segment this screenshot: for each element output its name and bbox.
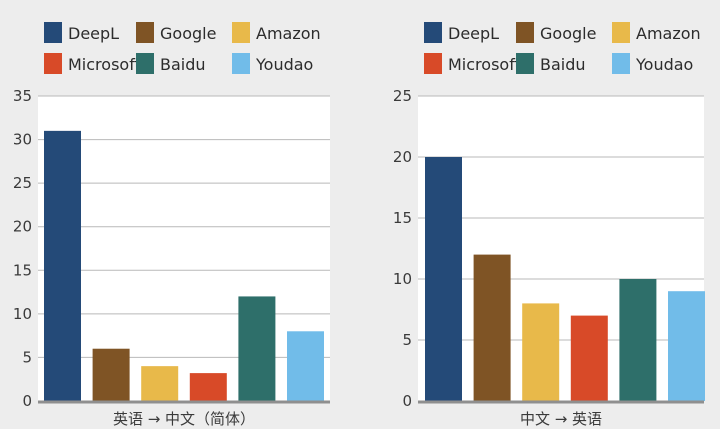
legend-label: Microsoft — [448, 55, 521, 74]
legend-item-google: Google — [516, 22, 596, 43]
bar-google — [92, 348, 130, 401]
legend: DeepL Google Amazon Microsoft Baidu Youdao — [424, 22, 701, 74]
bar-youdao — [287, 331, 324, 401]
bars — [44, 130, 324, 401]
legend-item-deepl: DeepL — [44, 22, 119, 43]
legend-swatch — [612, 53, 630, 74]
legend-item-microsoft: Microsoft — [44, 53, 141, 74]
y-tick-label: 15 — [13, 261, 32, 279]
legend-label: DeepL — [448, 24, 499, 43]
y-tick-label: 35 — [13, 87, 32, 105]
legend-swatch — [424, 53, 442, 74]
legend-swatch — [44, 22, 62, 43]
y-tick-label: 25 — [393, 87, 412, 105]
y-tick-label: 20 — [393, 148, 412, 166]
y-axis: 0 5 10 15 20 25 — [393, 87, 412, 410]
legend-item-deepl: DeepL — [424, 22, 499, 43]
legend-label: Amazon — [636, 24, 701, 43]
y-tick-label: 25 — [13, 174, 32, 192]
bars — [425, 157, 705, 401]
legend-item-baidu: Baidu — [516, 53, 586, 74]
y-tick-label: 30 — [13, 131, 32, 149]
legend-label: Youdao — [255, 55, 313, 74]
legend-swatch — [516, 53, 534, 74]
y-tick-label: 10 — [393, 270, 412, 288]
bar-microsoft — [189, 373, 227, 401]
y-tick-label: 0 — [22, 392, 32, 410]
x-axis-label: 中文 → 英语 — [520, 410, 602, 428]
bar-deepl — [44, 130, 81, 401]
legend: DeepL Google Amazon Microsoft Baidu Youdao — [44, 22, 321, 74]
bar-amazon — [141, 366, 179, 401]
legend-item-youdao: Youdao — [612, 53, 693, 74]
legend-swatch — [232, 53, 250, 74]
gridlines — [38, 95, 330, 358]
y-tick-label: 15 — [393, 209, 412, 227]
legend-item-amazon: Amazon — [232, 22, 321, 43]
plot-area — [38, 96, 330, 401]
bar-deepl — [425, 157, 462, 401]
legend-item-google: Google — [136, 22, 216, 43]
legend-label: DeepL — [68, 24, 119, 43]
bar-baidu — [619, 279, 657, 401]
y-axis: 0 5 10 15 20 25 30 35 — [13, 87, 32, 410]
legend-label: Baidu — [160, 55, 206, 74]
legend-label: Baidu — [540, 55, 586, 74]
chart-english-to-chinese: DeepL Google Amazon Microsoft Baidu Youdao 0 5… — [13, 22, 330, 428]
legend-label: Microsoft — [68, 55, 141, 74]
legend-swatch — [424, 22, 442, 43]
legend-swatch — [612, 22, 630, 43]
legend-label: Youdao — [635, 55, 693, 74]
legend-swatch — [232, 22, 250, 43]
legend-label: Google — [160, 24, 216, 43]
legend-label: Amazon — [256, 24, 321, 43]
legend-item-baidu: Baidu — [136, 53, 206, 74]
x-axis-label: 英语 → 中文（简体） — [113, 410, 255, 428]
legend-swatch — [44, 53, 62, 74]
bar-google — [473, 254, 511, 401]
bar-amazon — [522, 303, 560, 401]
legend-swatch — [516, 22, 534, 43]
y-tick-label: 20 — [13, 218, 32, 236]
legend-swatch — [136, 53, 154, 74]
legend-item-microsoft: Microsoft — [424, 53, 521, 74]
bar-baidu — [238, 296, 276, 401]
y-tick-label: 10 — [13, 305, 32, 323]
legend-item-youdao: Youdao — [232, 53, 313, 74]
bar-microsoft — [570, 315, 608, 401]
y-tick-label: 5 — [402, 331, 412, 349]
legend-label: Google — [540, 24, 596, 43]
legend-item-amazon: Amazon — [612, 22, 701, 43]
y-tick-label: 0 — [402, 392, 412, 410]
legend-swatch — [136, 22, 154, 43]
bar-youdao — [668, 291, 705, 401]
chart-chinese-to-english: DeepL Google Amazon Microsoft Baidu Youdao 0 5… — [393, 22, 705, 428]
y-tick-label: 5 — [22, 348, 32, 366]
